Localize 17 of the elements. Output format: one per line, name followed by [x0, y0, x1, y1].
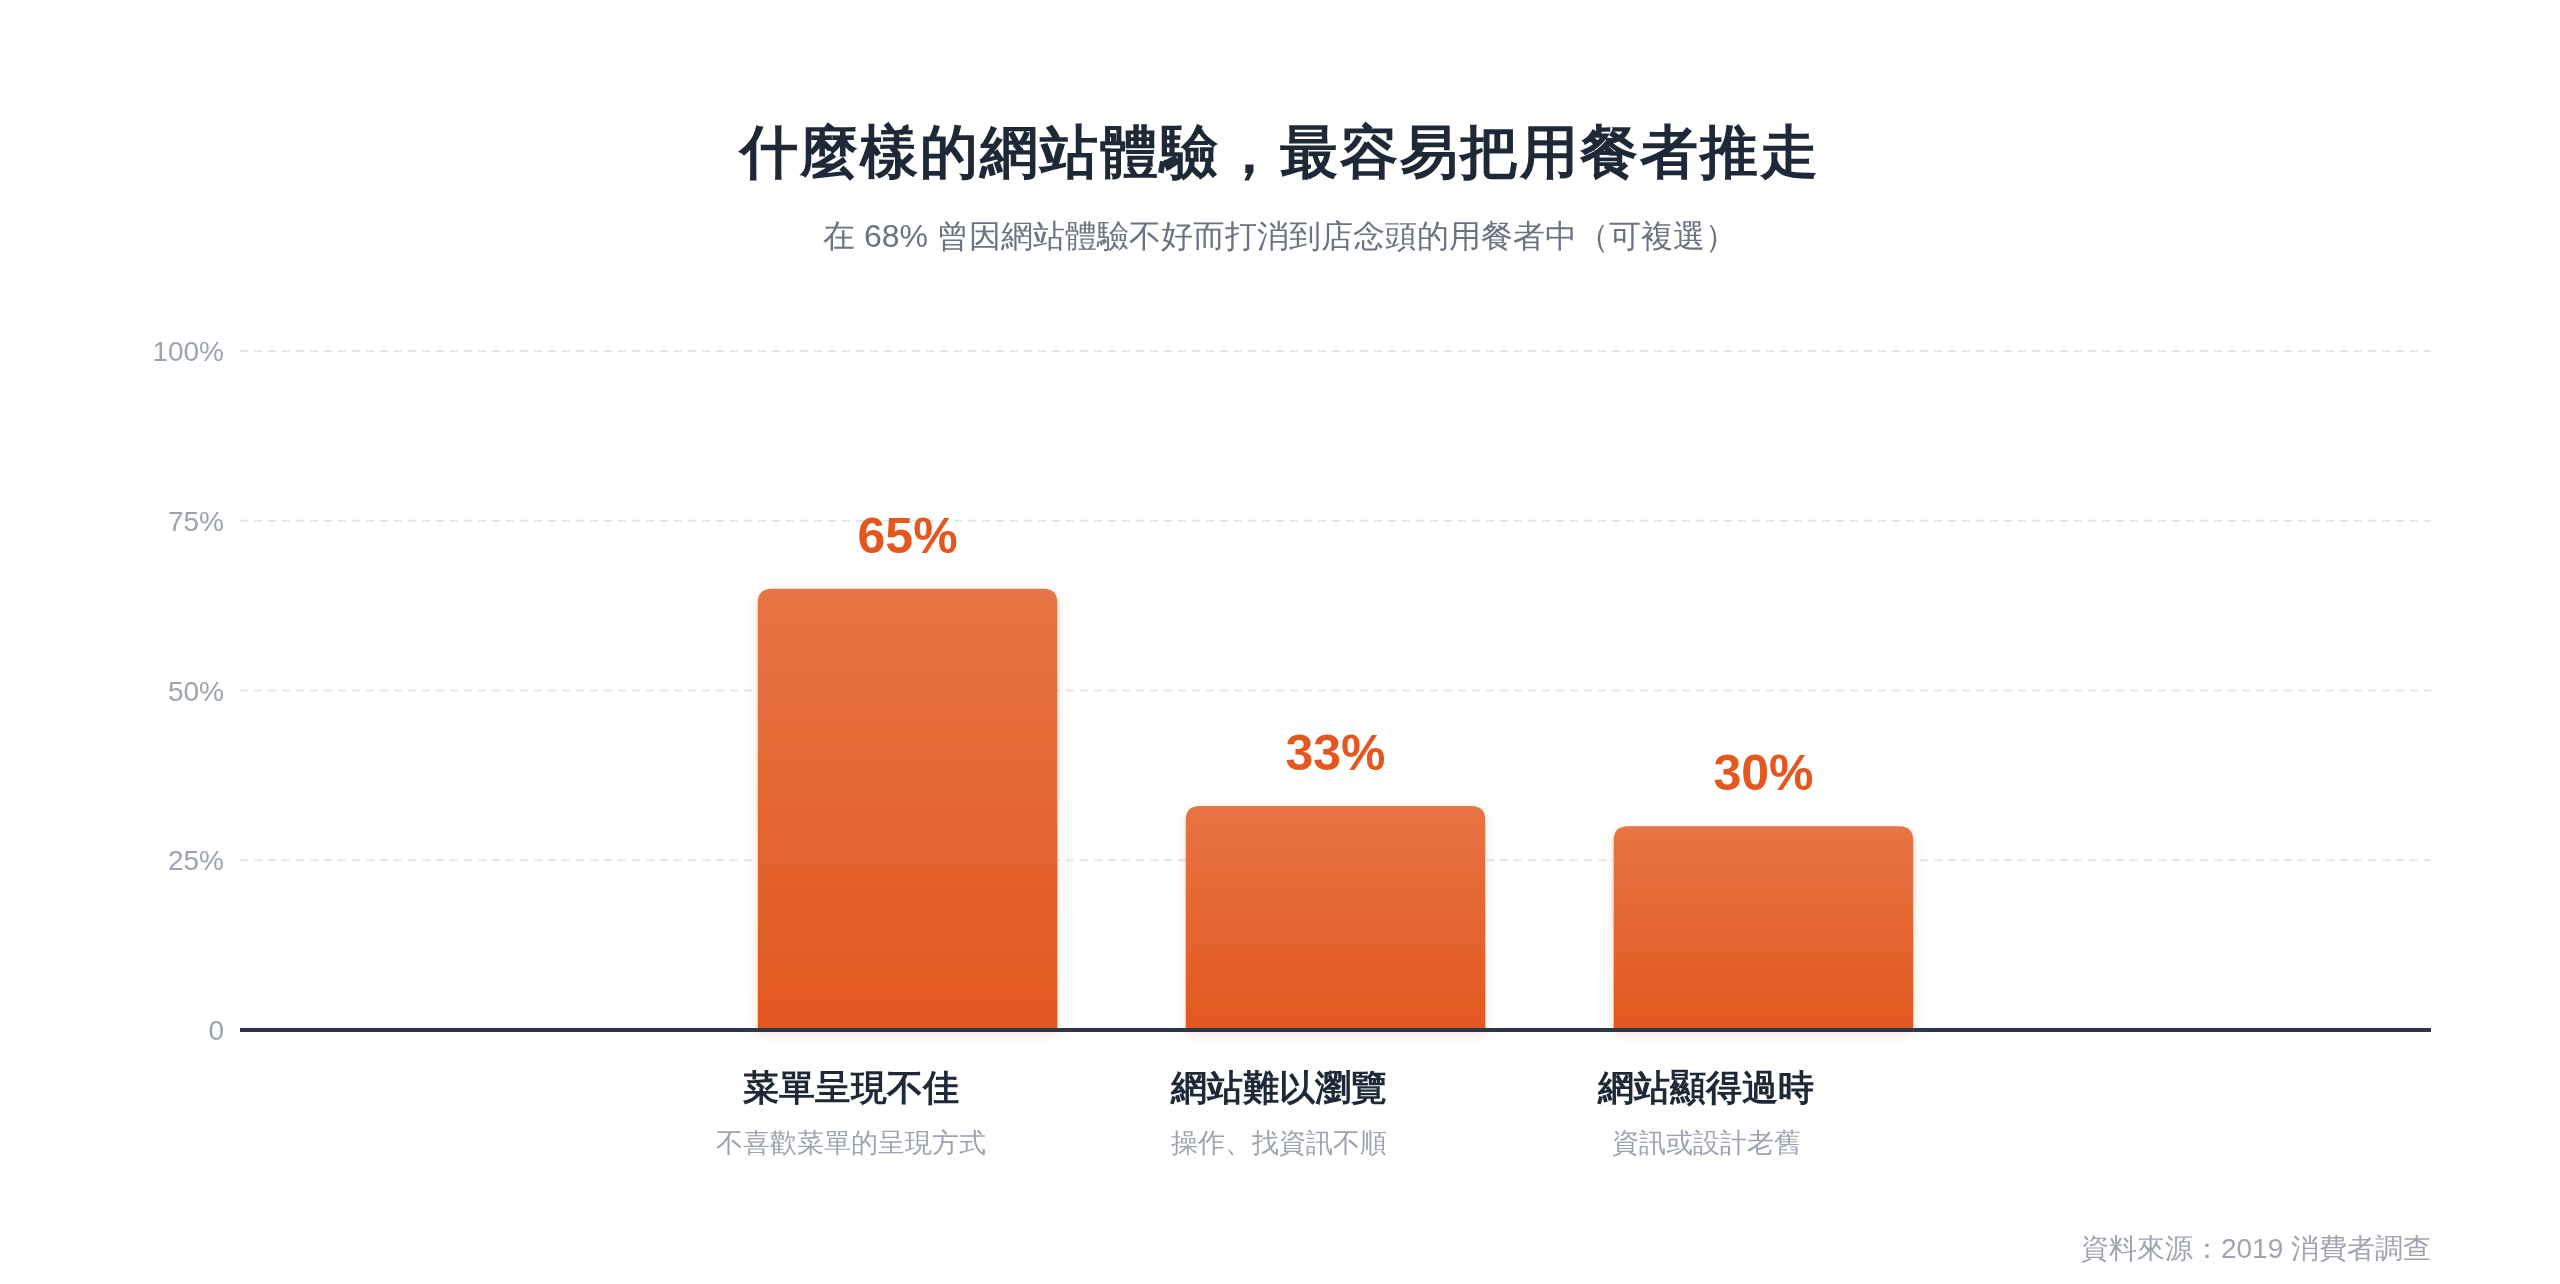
category-note: 操作、找資訊不順 — [1170, 1128, 1387, 1158]
data-label: 65% — [857, 507, 958, 564]
data-label: 33% — [1285, 724, 1386, 781]
source-note: 資料來源：2019 消費者調查 — [2080, 1233, 2431, 1264]
category-label: 網站難以瀏覽 — [1170, 1067, 1387, 1108]
y-tick-label: 75% — [167, 505, 224, 537]
y-tick-label: 25% — [167, 844, 224, 876]
y-tick-label: 50% — [167, 675, 224, 706]
category-label: 網站顯得過時 — [1598, 1067, 1815, 1108]
category-note: 資訊或設計老舊 — [1611, 1128, 1801, 1158]
y-tick-label: 100% — [152, 335, 224, 367]
data-label: 30% — [1713, 745, 1814, 802]
y-tick-label: 0 — [208, 1014, 224, 1046]
title: 什麼樣的網站體驗，最容易把用餐者推走 — [740, 119, 1820, 184]
category-label: 菜單呈現不佳 — [742, 1067, 959, 1108]
subtitle: 在 68% 曾因網站體驗不好而打消到店念頭的用餐者中（可複選） — [823, 218, 1737, 254]
category-note: 不喜歡菜單的呈現方式 — [715, 1128, 986, 1158]
